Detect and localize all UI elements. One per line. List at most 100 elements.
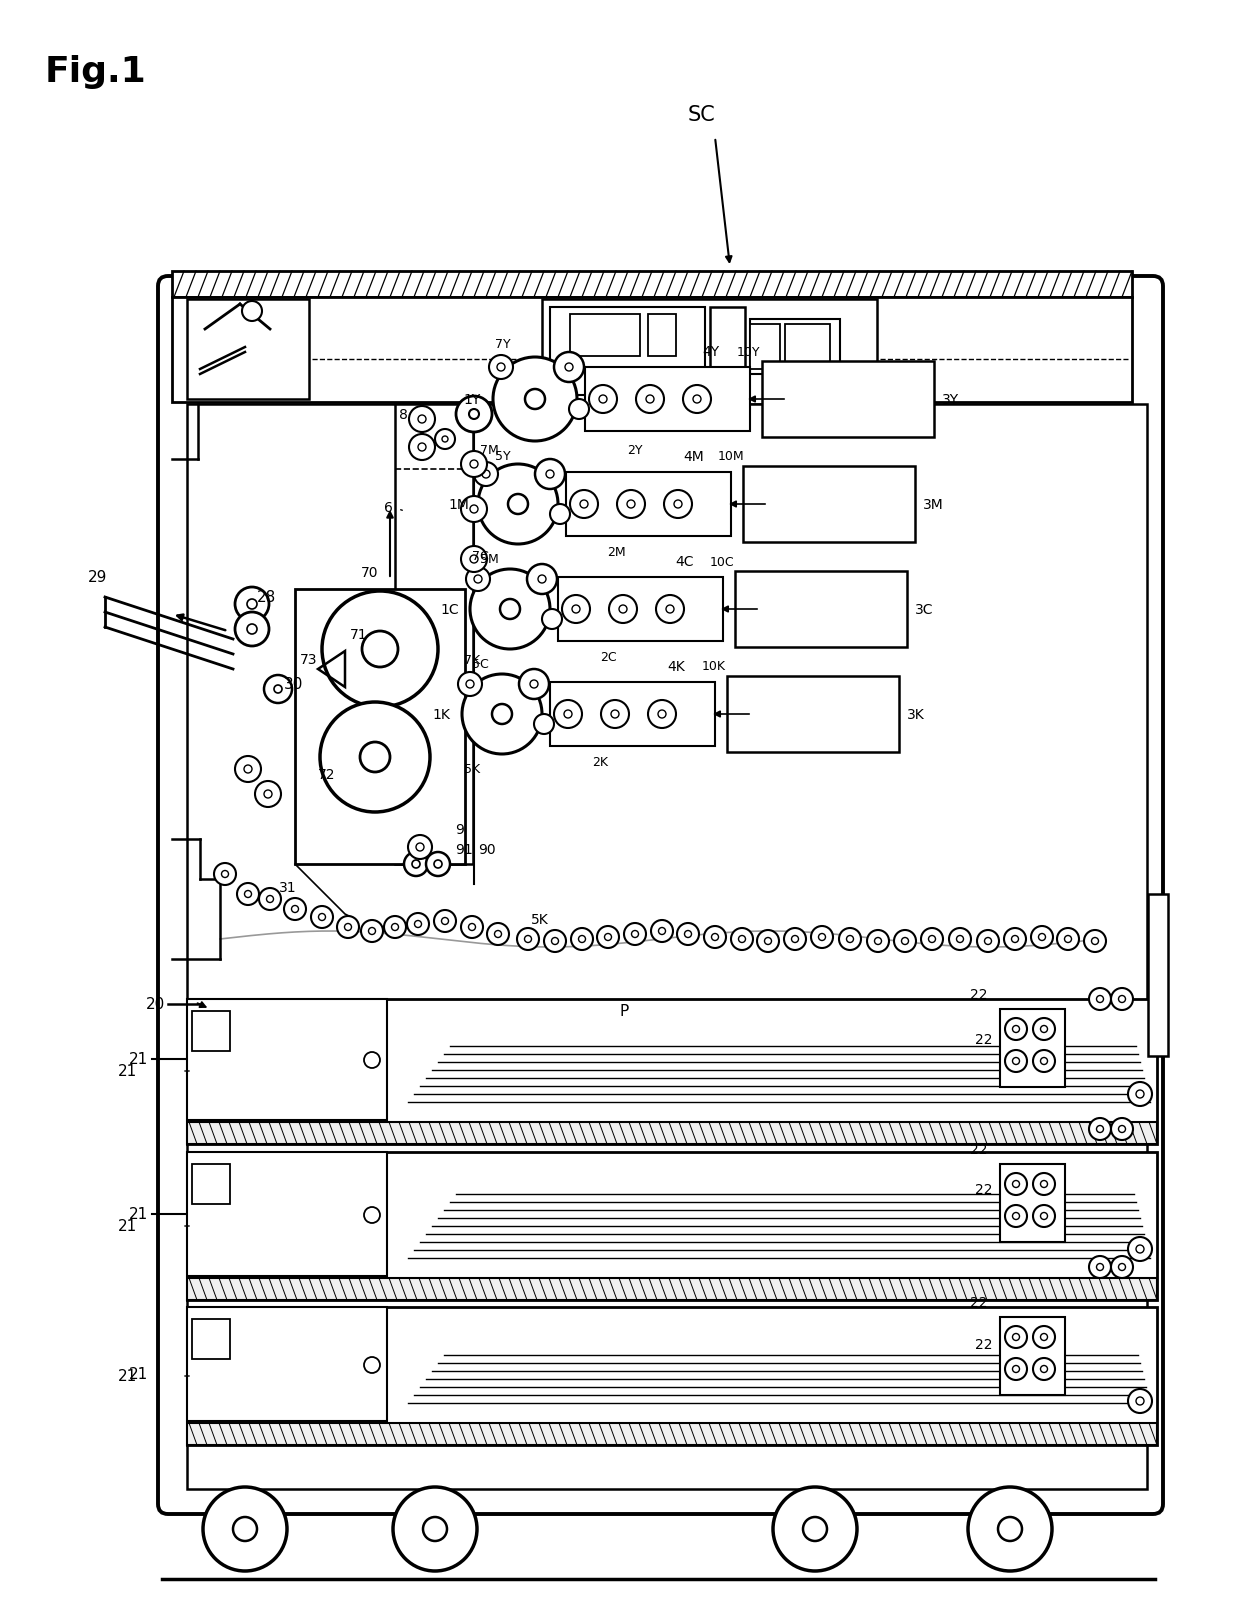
Circle shape	[570, 928, 593, 951]
Text: 5M: 5M	[480, 552, 498, 565]
Circle shape	[365, 1207, 379, 1223]
Text: 21: 21	[129, 1052, 148, 1067]
Circle shape	[1096, 1264, 1104, 1270]
Bar	[565, 473, 732, 537]
Text: 29: 29	[88, 570, 108, 586]
Circle shape	[921, 928, 942, 951]
Bar	[750, 324, 780, 370]
Circle shape	[624, 923, 646, 946]
Bar	[172, 299, 1132, 404]
Text: Fig.1: Fig.1	[45, 55, 146, 89]
Circle shape	[636, 386, 663, 413]
Circle shape	[619, 605, 627, 613]
Circle shape	[435, 429, 455, 450]
Circle shape	[580, 500, 588, 508]
Circle shape	[1040, 1365, 1048, 1372]
Bar	[551, 308, 706, 395]
Circle shape	[434, 910, 456, 933]
Circle shape	[423, 1517, 446, 1541]
Bar	[999, 1164, 1065, 1243]
Text: 4Y: 4Y	[702, 345, 719, 358]
Circle shape	[470, 555, 477, 563]
Circle shape	[461, 917, 484, 938]
Circle shape	[874, 938, 882, 944]
Bar	[649, 315, 676, 357]
Bar	[551, 683, 715, 747]
Circle shape	[525, 389, 546, 410]
Text: 10M: 10M	[718, 450, 745, 463]
Circle shape	[658, 710, 666, 718]
Circle shape	[247, 625, 257, 634]
Circle shape	[1004, 1018, 1027, 1041]
Circle shape	[489, 355, 513, 379]
Circle shape	[675, 500, 682, 508]
Circle shape	[1013, 1333, 1019, 1341]
Circle shape	[1089, 988, 1111, 1010]
Circle shape	[1033, 1173, 1055, 1196]
Circle shape	[684, 931, 692, 938]
Circle shape	[1004, 1173, 1027, 1196]
Circle shape	[466, 681, 474, 689]
Circle shape	[247, 600, 257, 610]
Bar	[187, 1122, 1157, 1144]
Text: 22: 22	[970, 1143, 987, 1156]
Bar	[785, 324, 830, 370]
Bar	[187, 1424, 1157, 1445]
Circle shape	[274, 686, 281, 694]
Bar	[172, 271, 1132, 299]
Circle shape	[259, 888, 281, 910]
Circle shape	[704, 926, 725, 949]
Text: 7M: 7M	[480, 444, 498, 457]
Circle shape	[412, 860, 420, 868]
Circle shape	[1064, 936, 1071, 943]
Circle shape	[520, 670, 549, 699]
Circle shape	[322, 592, 438, 707]
Circle shape	[456, 397, 492, 433]
Circle shape	[264, 676, 291, 704]
Circle shape	[658, 928, 666, 935]
Circle shape	[345, 923, 351, 931]
Circle shape	[1136, 1091, 1145, 1098]
Circle shape	[1089, 1256, 1111, 1278]
Text: 91: 91	[455, 843, 472, 857]
Text: 3M: 3M	[923, 497, 944, 512]
Circle shape	[492, 705, 512, 725]
Circle shape	[1012, 936, 1018, 943]
Bar	[187, 1307, 1157, 1445]
Circle shape	[418, 416, 427, 424]
Text: 3C: 3C	[915, 602, 934, 617]
Bar	[750, 320, 839, 374]
Bar	[187, 300, 309, 400]
Text: 72: 72	[317, 768, 336, 781]
Text: 31: 31	[279, 881, 296, 894]
Circle shape	[1040, 1333, 1048, 1341]
Circle shape	[1013, 1212, 1019, 1220]
Circle shape	[732, 928, 753, 951]
Bar	[763, 362, 934, 437]
Text: 2Y: 2Y	[627, 444, 642, 457]
Circle shape	[244, 891, 252, 897]
Bar	[192, 1012, 229, 1051]
Circle shape	[968, 1486, 1052, 1570]
Circle shape	[589, 386, 618, 413]
Circle shape	[497, 363, 505, 371]
Circle shape	[554, 700, 582, 728]
Circle shape	[320, 702, 430, 812]
Text: 22: 22	[975, 1183, 992, 1196]
Circle shape	[1118, 996, 1126, 1002]
Circle shape	[804, 1517, 827, 1541]
Text: 22: 22	[970, 988, 987, 1001]
Circle shape	[1040, 1212, 1048, 1220]
Circle shape	[867, 930, 889, 952]
Circle shape	[203, 1486, 286, 1570]
Circle shape	[474, 463, 498, 487]
Bar	[187, 999, 387, 1120]
Circle shape	[393, 1486, 477, 1570]
Circle shape	[527, 565, 557, 594]
Text: 21: 21	[129, 1207, 148, 1222]
Circle shape	[773, 1486, 857, 1570]
Circle shape	[1013, 1027, 1019, 1033]
Circle shape	[765, 938, 771, 944]
Circle shape	[470, 570, 551, 649]
Text: 4C: 4C	[675, 555, 693, 568]
